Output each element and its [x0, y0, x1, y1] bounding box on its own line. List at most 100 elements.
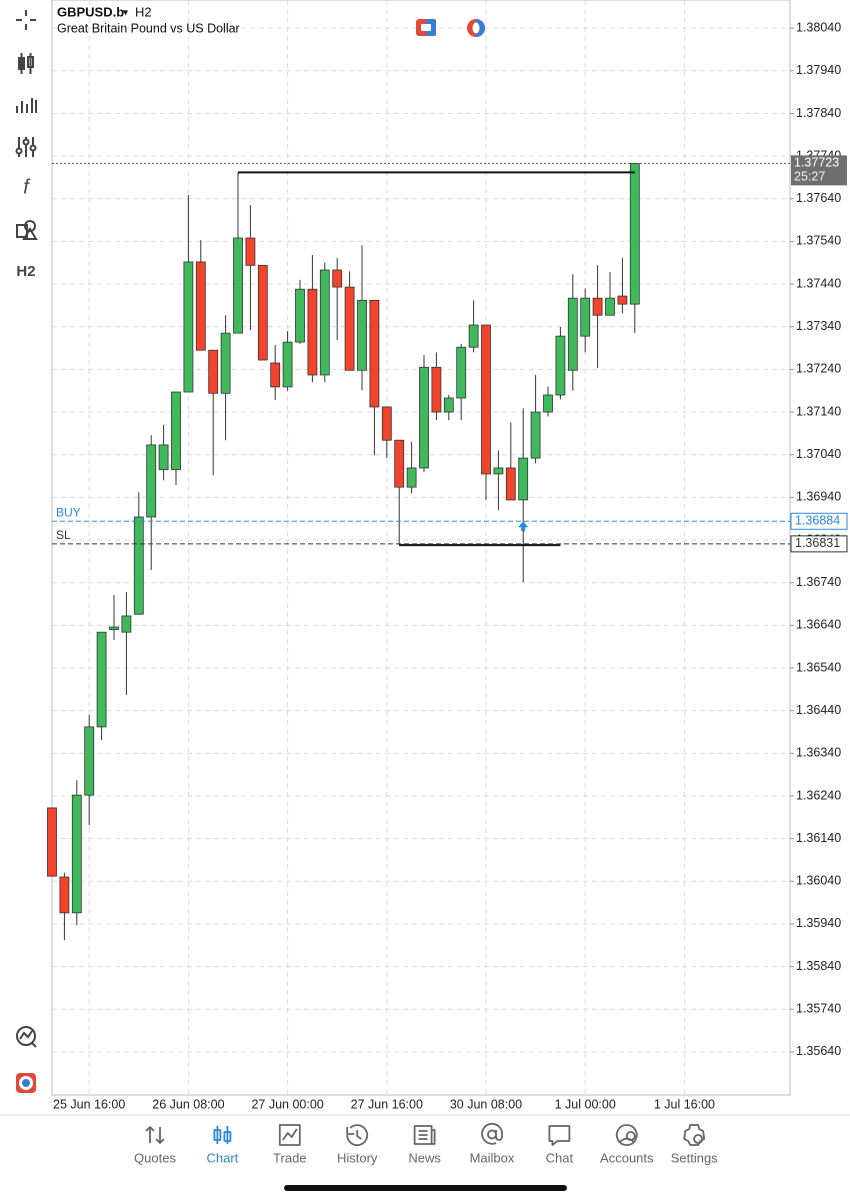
tab-label[interactable]: Trade	[273, 1150, 306, 1165]
tab-icon[interactable]	[481, 1122, 503, 1145]
candle-body	[580, 297, 591, 337]
symbol-description: Great Britain Pound vs US Dollar	[57, 21, 240, 35]
timeframe[interactable]: H2	[135, 4, 152, 19]
home-indicator	[284, 1185, 567, 1191]
y-tick-label: 1.36740	[796, 575, 841, 589]
plot-frame	[51, 0, 791, 1096]
tab-label[interactable]: Chart	[207, 1150, 239, 1165]
price-line-label-box	[790, 512, 848, 530]
y-tick-label: 1.36540	[796, 660, 841, 674]
candle-body	[481, 324, 491, 475]
tab-label[interactable]: Settings	[671, 1150, 718, 1165]
price-line-label-box	[790, 535, 848, 553]
trade-icon[interactable]	[467, 19, 485, 37]
candle-body	[233, 237, 243, 334]
tab-label[interactable]: Quotes	[134, 1150, 176, 1165]
tab-icon[interactable]	[346, 1124, 369, 1147]
candle-body	[406, 467, 417, 488]
candle-body	[468, 324, 479, 348]
y-tick-label: 1.36340	[796, 746, 841, 760]
candle-body	[555, 335, 566, 396]
countdown-label: 25:27	[794, 170, 825, 184]
tab-label[interactable]: History	[337, 1150, 378, 1165]
tab-label[interactable]: Mailbox	[470, 1150, 515, 1165]
y-tick-label: 1.35940	[796, 916, 841, 930]
candle-body	[530, 411, 541, 459]
x-tick-label: 26 Jun 08:00	[152, 1097, 224, 1111]
tab-icon[interactable]	[548, 1125, 571, 1146]
price-line-name: SL	[56, 528, 71, 542]
candle-body	[543, 394, 553, 413]
candle-body	[319, 269, 330, 376]
candle-body	[245, 237, 256, 266]
candle-body	[443, 397, 454, 413]
tab-label[interactable]: Chat	[546, 1150, 574, 1165]
x-tick-label: 30 Jun 08:00	[450, 1097, 522, 1111]
candle-body	[295, 288, 305, 343]
candle-body	[357, 299, 367, 371]
current-price-box	[791, 155, 847, 186]
broker-logo[interactable]	[16, 1073, 36, 1093]
candle-body	[617, 295, 628, 305]
entry-arrow	[518, 521, 529, 532]
analytics-tool[interactable]	[16, 1026, 37, 1048]
candle-body	[567, 297, 578, 371]
candle-body	[183, 261, 194, 393]
y-tick-label: 1.37040	[796, 447, 841, 461]
candle-body	[307, 288, 318, 376]
y-tick-label: 1.37540	[796, 234, 841, 248]
y-tick-label: 1.37140	[796, 404, 841, 418]
tab-icon[interactable]	[615, 1124, 638, 1146]
symbol-dropdown[interactable]: ▾	[123, 8, 128, 19]
tab-icon[interactable]	[413, 1125, 436, 1145]
functions-tool[interactable]: f	[23, 176, 31, 198]
candle-body	[121, 615, 132, 633]
tab-icon[interactable]	[145, 1126, 165, 1144]
x-tick-label: 27 Jun 16:00	[351, 1097, 423, 1111]
y-tick-label: 1.37640	[796, 191, 841, 205]
candle-body	[257, 264, 268, 361]
candle-body	[220, 332, 231, 394]
candle-body	[71, 794, 82, 914]
candle-body	[146, 444, 157, 518]
candle-body	[431, 366, 442, 413]
crosshair-tool[interactable]	[16, 10, 36, 30]
y-tick-label: 1.36240	[796, 788, 841, 802]
candle-body	[171, 391, 181, 471]
y-tick-label: 1.37840	[796, 106, 841, 120]
candle-body	[518, 457, 529, 501]
toolbar	[15, 10, 38, 1048]
candle-body	[47, 807, 57, 877]
candle-body	[96, 631, 107, 728]
chart-type-tool[interactable]	[18, 53, 34, 74]
candle-body	[456, 346, 467, 399]
x-tick-label: 1 Jul 00:00	[555, 1097, 616, 1111]
y-tick-label: 1.36440	[796, 703, 841, 717]
tab-label[interactable]: Accounts	[600, 1150, 654, 1165]
objects-tool[interactable]	[16, 220, 38, 240]
tab-icon[interactable]	[278, 1124, 301, 1146]
one-click-icon[interactable]	[416, 19, 436, 36]
candle-body	[629, 162, 640, 305]
candle-body	[282, 341, 293, 388]
tab-icon[interactable]	[683, 1124, 706, 1146]
tab-label[interactable]: News	[408, 1150, 441, 1165]
y-tick-label: 1.36040	[796, 874, 841, 888]
tab-icon[interactable]	[213, 1126, 232, 1144]
period-tool[interactable]: H2	[16, 263, 35, 280]
symbol[interactable]: GBPUSD.b	[57, 4, 124, 19]
x-tick-label: 27 Jun 00:00	[251, 1097, 323, 1111]
settings-tool[interactable]	[15, 137, 37, 157]
price-line-label: 1.36831	[795, 536, 840, 550]
x-tick-label: 25 Jun 16:00	[53, 1097, 125, 1111]
candle-body	[505, 467, 516, 501]
y-tick-label: 1.35740	[796, 1002, 841, 1016]
candle-body	[332, 269, 343, 288]
candle-body	[344, 286, 355, 371]
candle-body	[270, 362, 281, 388]
indicators-tool[interactable]	[16, 98, 37, 113]
y-tick-label: 1.37940	[796, 63, 841, 77]
current-price-label: 1.37723	[794, 156, 839, 170]
candle-body	[394, 439, 405, 488]
